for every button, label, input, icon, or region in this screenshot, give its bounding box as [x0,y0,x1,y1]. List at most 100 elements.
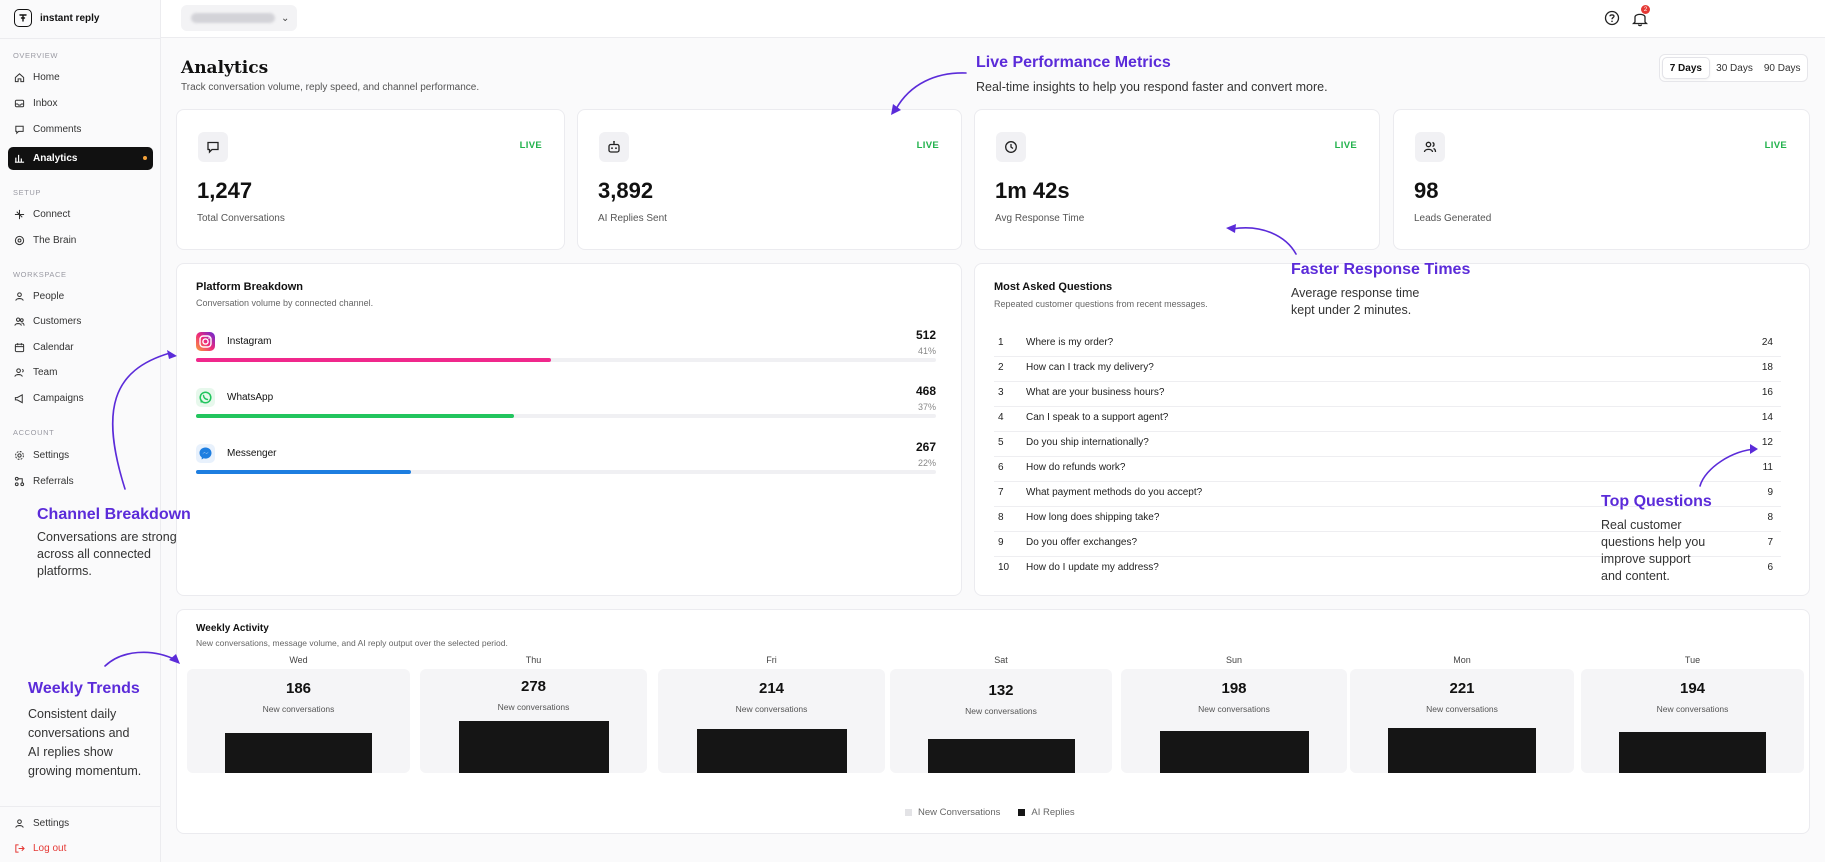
question-number: 10 [998,562,1010,573]
sidebar-item-label: The Brain [33,235,77,246]
day-tile: 186 New conversations [187,669,410,773]
tab-30-days[interactable]: 30 Days [1716,62,1753,74]
sidebar-item-customers[interactable]: Customers [8,310,153,333]
question-row[interactable]: 2 How can I track my delivery? 18 [994,357,1781,382]
nav-section-overview: OVERVIEW [13,51,59,60]
tab-7-days[interactable]: 7 Days [1662,57,1710,79]
day-tile: 194 New conversations [1581,669,1804,773]
platform-row-messenger[interactable]: Messenger 267 22% [196,440,936,488]
sidebar-item-analytics[interactable]: Analytics [8,147,153,170]
page-subtitle: Track conversation volume, reply speed, … [181,82,480,93]
logout-button[interactable]: Log out [8,837,153,860]
help-icon[interactable] [1604,10,1620,26]
sidebar-item-label: Campaigns [33,393,84,404]
sidebar-item-referrals[interactable]: Referrals [8,470,153,493]
day-column-mon[interactable]: Mon 221 New conversations [1350,655,1574,803]
card-title: Most Asked Questions [994,281,1113,293]
day-value: 194 [1679,680,1706,697]
annotation-line: kept under 2 minutes. [1291,303,1412,317]
day-column-sun[interactable]: Sun 198 New conversations [1121,655,1347,803]
question-number: 2 [998,362,1004,373]
question-number: 6 [998,462,1004,473]
question-number: 7 [998,487,1004,498]
platform-row-whatsapp[interactable]: WhatsApp 468 37% [196,384,936,432]
question-number: 4 [998,412,1004,423]
card-subtitle: Repeated customer questions from recent … [994,299,1208,309]
logout-label: Log out [33,843,67,854]
sidebar-item-inbox[interactable]: Inbox [8,92,153,115]
nav-section-workspace: WORKSPACE [13,270,67,279]
legend-ai-replies[interactable]: AI Replies [1018,807,1075,818]
stat-card-leads: LIVE 98 Leads Generated [1393,109,1810,250]
ai-replies-bar [1160,731,1309,773]
message-square-icon [198,132,228,162]
question-text: Can I speak to a support agent? [1026,412,1169,423]
annotation-faster-title: Faster Response Times [1291,261,1471,278]
day-column-tue[interactable]: Tue 194 New conversations [1581,655,1804,803]
platform-name: WhatsApp [227,392,274,403]
question-row[interactable]: 6 How do refunds work? 11 [994,457,1781,482]
annotation-faster-text: Average response time kept under 2 minut… [1291,285,1419,319]
day-tile: 214 New conversations [658,669,885,773]
instant-reply-logo-icon [14,9,32,27]
annotation-live-text: Real-time insights to help you respond f… [976,80,1328,94]
question-row[interactable]: 10 How do I update my address? 6 [994,557,1781,582]
user-icon [14,818,25,829]
brand[interactable]: instant reply [14,9,99,27]
day-name: Sun [1225,655,1242,665]
sidebar-item-settings[interactable]: Settings [8,444,153,467]
question-row[interactable]: 1 Where is my order? 24 [994,332,1781,357]
day-tile: 278 New conversations [420,669,647,773]
sidebar-item-connect[interactable]: Connect [8,203,153,226]
legend-new-conversations[interactable]: New Conversations [905,807,1000,818]
sidebar-item-calendar[interactable]: Calendar [8,336,153,359]
legend-label: AI Replies [1031,807,1075,818]
workspace-selector[interactable]: ⌄ [181,5,297,31]
day-column-wed[interactable]: Wed 186 New conversations [187,655,410,803]
question-row[interactable]: 9 Do you offer exchanges? 7 [994,532,1781,557]
legend-swatch [1018,809,1026,816]
platform-breakdown-card: Platform Breakdown Conversation volume b… [176,263,962,596]
sidebar-item-home[interactable]: Home [8,66,153,89]
question-text: How can I track my delivery? [1026,362,1154,373]
gear-icon [14,450,25,461]
day-column-thu[interactable]: Thu 278 New conversations [420,655,647,803]
question-row[interactable]: 7 What payment methods do you accept? 9 [994,482,1781,507]
stat-card-avg-response: LIVE 1m 42s Avg Response Time [974,109,1380,250]
sidebar-item-team[interactable]: Team [8,361,153,384]
team-icon [14,367,25,378]
customers-icon [14,316,25,327]
question-row[interactable]: 8 How long does shipping take? 8 [994,507,1781,532]
question-count: 11 [1762,462,1773,473]
annotation-channel-title: Channel Breakdown [37,506,191,523]
footer-settings[interactable]: Settings [8,812,153,835]
bell-icon[interactable] [1632,9,1648,27]
stat-value: 1m 42s [995,178,1070,203]
question-row[interactable]: 3 What are your business hours? 16 [994,382,1781,407]
day-value: 132 [988,682,1014,699]
sidebar-item-people[interactable]: People [8,285,153,308]
sidebar-item-brain[interactable]: The Brain [8,229,153,252]
stat-card-total-conversations: LIVE 1,247 Total Conversations [176,109,565,250]
clock-icon [996,132,1026,162]
messenger-icon [196,444,215,463]
day-column-sat[interactable]: Sat 132 New conversations [890,655,1112,803]
question-text: How do I update my address? [1026,562,1159,573]
question-count: 12 [1761,437,1773,448]
day-value: 198 [1221,680,1247,697]
sidebar-item-comments[interactable]: Comments [8,118,153,141]
question-row[interactable]: 5 Do you ship internationally? 12 [994,432,1781,457]
stat-label: Avg Response Time [995,213,1085,224]
sidebar-item-label: Analytics [33,153,78,164]
platform-row-instagram[interactable]: Instagram 512 41% [196,328,936,376]
sidebar-item-label: Team [33,367,58,378]
platform-percent: 37% [917,402,936,412]
sidebar-item-campaigns[interactable]: Campaigns [8,387,153,410]
day-column-fri[interactable]: Fri 214 New conversations [658,655,885,803]
annotation-top-text: Real customer questions help you improve… [1601,517,1705,585]
annotation-line: questions help you [1601,535,1706,549]
question-row[interactable]: 4 Can I speak to a support agent? 14 [994,407,1781,432]
question-text: What payment methods do you accept? [1026,487,1203,498]
tab-90-days[interactable]: 90 Days [1763,62,1801,74]
stat-value: 98 [1414,178,1439,203]
